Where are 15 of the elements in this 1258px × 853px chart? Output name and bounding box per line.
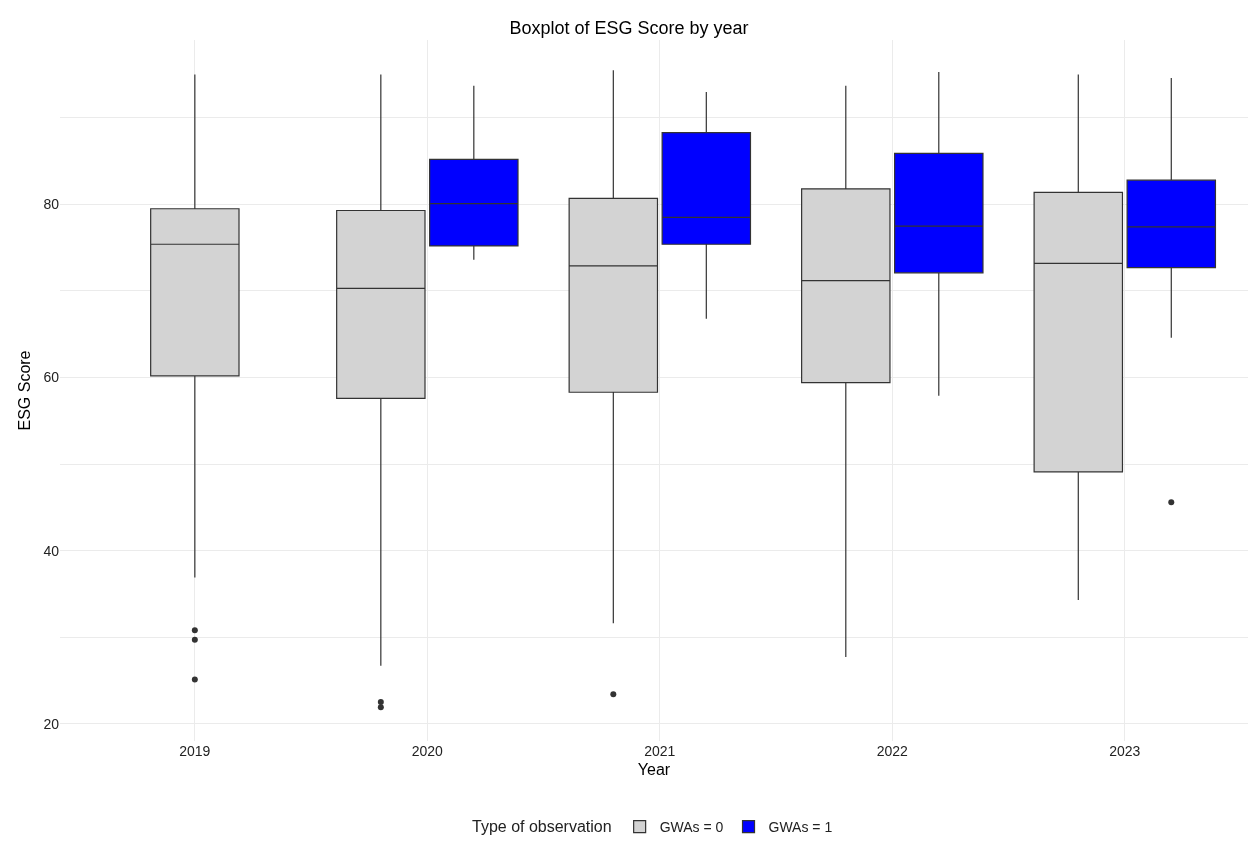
y-axis-title: ESG Score <box>16 350 34 431</box>
x-tick-label: 2019 <box>179 743 211 759</box>
chart-title: Boxplot of ESG Score by year <box>509 17 749 38</box>
y-tick-label: 40 <box>43 542 60 559</box>
y-tick-label: 20 <box>43 715 60 732</box>
x-tick-label: 2022 <box>876 743 909 759</box>
legend-label: GWAs = 1 <box>768 819 833 836</box>
y-tick-label: 60 <box>43 369 60 386</box>
x-tick-label: 2020 <box>411 743 444 759</box>
legend-title: Type of observation <box>472 817 612 835</box>
y-tick-label: 80 <box>43 196 60 213</box>
x-tick-label: 2021 <box>644 743 676 759</box>
x-tick-label: 2023 <box>1109 743 1141 759</box>
x-axis-title: Year <box>637 760 671 778</box>
legend-label: GWAs = 0 <box>659 819 724 836</box>
